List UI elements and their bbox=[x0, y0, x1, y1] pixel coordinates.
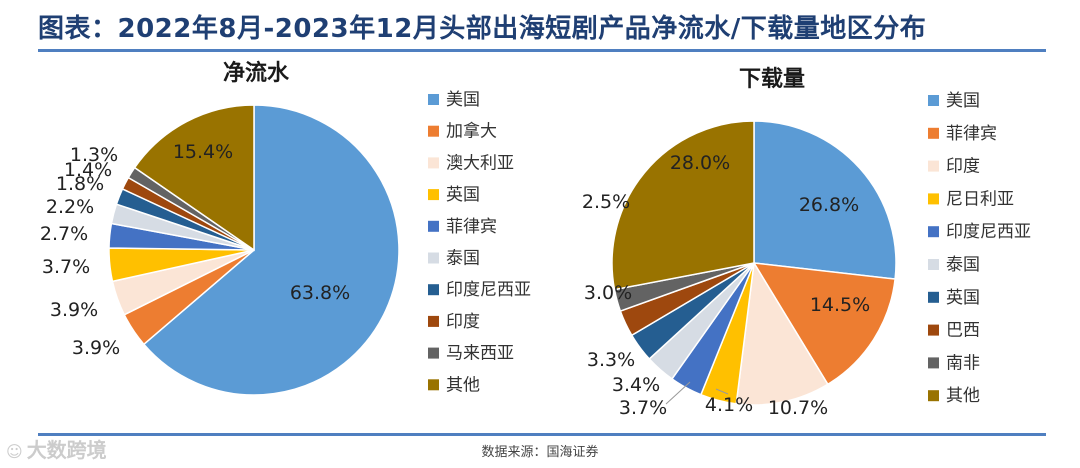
legend-label: 印度尼西亚 bbox=[446, 280, 531, 300]
slice-label: 3.9% bbox=[72, 337, 120, 359]
pie-slice bbox=[735, 260, 829, 406]
slice-label: 3.7% bbox=[42, 256, 90, 278]
legend-label: 美国 bbox=[446, 90, 480, 110]
slice-label: 3.4% bbox=[612, 374, 660, 396]
legend-label: 菲律宾 bbox=[946, 124, 997, 144]
chart-title-1: 净流水 bbox=[223, 60, 290, 86]
pie-slice bbox=[133, 104, 255, 252]
legend-swatch bbox=[928, 291, 939, 303]
source-note: 数据来源：国海证券 bbox=[481, 445, 599, 460]
legend-swatch bbox=[928, 357, 939, 369]
pie-slice bbox=[142, 104, 400, 396]
pie-slice bbox=[752, 262, 896, 386]
legend-swatch bbox=[428, 125, 439, 137]
watermark-logo-icon: ☺ bbox=[6, 442, 23, 461]
legend-swatch bbox=[428, 94, 439, 105]
watermark-text: 大数跨境 bbox=[26, 438, 107, 462]
charts-canvas: 净流水 63.8% 3.9% 3.9% 3.7% 2.7% 2.2%1.8%1.4%1.3%… bbox=[40, 60, 1031, 419]
slice-label: 2.2% bbox=[46, 196, 94, 218]
legend-swatch bbox=[428, 315, 439, 327]
chart-title-2: 下载量 bbox=[739, 66, 805, 92]
legend-swatch bbox=[928, 259, 939, 270]
top-divider bbox=[38, 49, 1046, 52]
legend-label: 印度尼西亚 bbox=[946, 222, 1031, 242]
legend-swatch bbox=[928, 95, 939, 106]
legend-label: 巴西 bbox=[946, 321, 980, 341]
legend-label: 其他 bbox=[946, 386, 980, 406]
legend-label: 加拿大 bbox=[446, 121, 497, 142]
pie-slice bbox=[753, 120, 897, 280]
slice-label: 15.4% bbox=[173, 141, 233, 163]
legend-swatch bbox=[428, 220, 439, 232]
legend-swatch bbox=[428, 252, 439, 264]
legend-label: 英国 bbox=[446, 185, 480, 205]
legend-swatch bbox=[428, 189, 439, 201]
slice-label: 2.7% bbox=[40, 223, 88, 245]
legend-label: 澳大利亚 bbox=[446, 153, 514, 173]
watermark: ☺ 大数跨境 bbox=[6, 434, 107, 463]
leader-line bbox=[715, 388, 729, 395]
slice-label: 2.5% bbox=[582, 191, 630, 213]
legend-swatch bbox=[928, 193, 939, 205]
legend-swatch bbox=[928, 226, 939, 238]
slice-label: 3.3% bbox=[587, 349, 635, 371]
legend-label: 菲律宾 bbox=[446, 217, 497, 237]
legend-label: 印度 bbox=[946, 157, 980, 177]
legend-label: 尼日利亚 bbox=[946, 189, 1014, 209]
legend-label: 泰国 bbox=[446, 249, 480, 269]
legend-swatch bbox=[428, 347, 439, 359]
slice-label: 1.4% bbox=[64, 159, 112, 181]
legend-swatch bbox=[428, 157, 439, 169]
legend-swatch bbox=[428, 284, 439, 296]
bottom-divider bbox=[38, 433, 1046, 436]
leader-line bbox=[665, 381, 691, 405]
slice-label: 10.7% bbox=[768, 397, 828, 419]
legend-label: 其他 bbox=[446, 375, 480, 395]
legend-swatch bbox=[928, 324, 939, 336]
slice-label: 1.8% bbox=[56, 173, 104, 195]
legend-label: 英国 bbox=[946, 288, 980, 308]
legend-label: 印度 bbox=[446, 312, 480, 332]
slice-label: 26.8% bbox=[799, 194, 859, 216]
slice-label: 28.0% bbox=[670, 152, 730, 174]
slice-label: 3.0% bbox=[584, 282, 632, 304]
legend-label: 泰国 bbox=[946, 255, 980, 275]
page-title: 图表：2022年8月-2023年12月头部出海短剧产品净流水/下载量地区分布 bbox=[38, 14, 927, 44]
slice-label: 63.8% bbox=[290, 282, 350, 304]
legend-swatch bbox=[428, 379, 439, 391]
legend-swatch bbox=[928, 127, 939, 139]
slice-label: 3.9% bbox=[50, 299, 98, 321]
legend-label: 美国 bbox=[946, 91, 980, 111]
legend-swatch bbox=[928, 160, 939, 172]
slice-label: 1.3% bbox=[70, 144, 118, 166]
pie-slice bbox=[611, 120, 755, 291]
legend-swatch bbox=[928, 390, 939, 402]
slice-label: 4.1% bbox=[705, 394, 753, 416]
slice-label: 14.5% bbox=[810, 294, 870, 316]
legend-label: 南非 bbox=[946, 353, 980, 373]
slice-label: 3.7% bbox=[619, 397, 667, 419]
legend-label: 马来西亚 bbox=[446, 344, 514, 364]
